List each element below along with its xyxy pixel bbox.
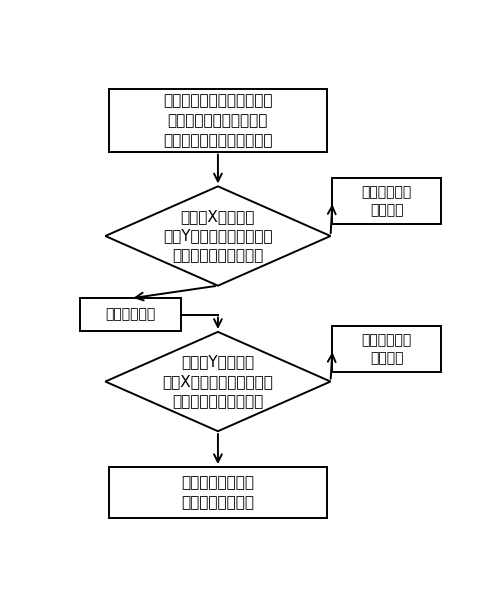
Bar [333, 326, 441, 372]
Text: 待测试触摸屏半成品与电脑
主机相连，并开启测试软
件，填写待测半成品的线数: 待测试触摸屏半成品与电脑 主机相连，并开启测试软 件，填写待测半成品的线数 [163, 93, 273, 148]
Bar [109, 89, 327, 152]
Text: 信号无显示或
多点显示: 信号无显示或 多点显示 [362, 333, 412, 365]
Bar [333, 178, 441, 224]
Text: 测试笔X轴向滑压
进行Y轴向线性测试，并输
出节点信号至电脑主机: 测试笔X轴向滑压 进行Y轴向线性测试，并输 出节点信号至电脑主机 [163, 209, 273, 263]
Text: 退出测试结果并准
备下一待测触摸屏: 退出测试结果并准 备下一待测触摸屏 [181, 475, 255, 510]
Bar [80, 298, 181, 331]
Text: 测试笔Y轴向滑压
进行X轴向线性测试，并输
出节点信号至电脑主机: 测试笔Y轴向滑压 进行X轴向线性测试，并输 出节点信号至电脑主机 [162, 354, 274, 409]
Bar [109, 467, 327, 518]
Text: 信号无显示或
多点显示: 信号无显示或 多点显示 [362, 185, 412, 218]
Polygon shape [105, 187, 331, 286]
Polygon shape [105, 332, 331, 431]
Text: 信号准确显示: 信号准确显示 [105, 308, 156, 322]
